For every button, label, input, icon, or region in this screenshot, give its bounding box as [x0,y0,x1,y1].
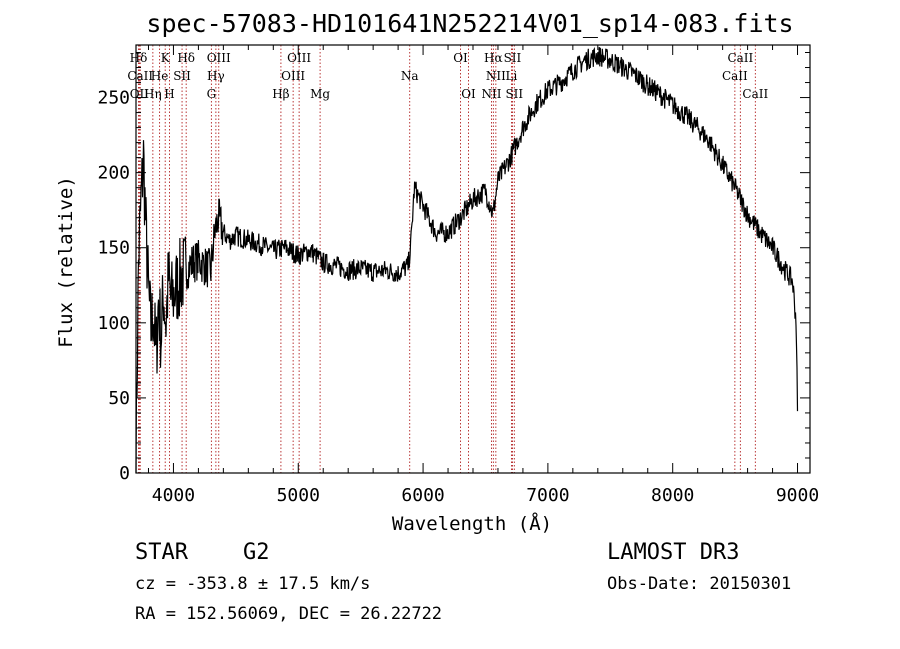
survey-name: LAMOST DR3 [607,540,739,565]
spectral-line-markers [138,45,756,473]
y-tick-label-0: 0 [119,463,130,484]
spectrum-line [135,46,799,474]
plot-frame [135,44,811,474]
line-label-26: CaII [727,51,753,65]
x-tick-label-4: 8000 [651,485,694,506]
x-axis-label: Wavelength (Å) [392,512,552,535]
line-label-11: OIII [207,51,231,65]
y-axis-label: Flux (relative) [55,176,77,348]
x-tick-label-1: 5000 [277,485,320,506]
line-label-22: SII [504,51,522,65]
line-label-9: Hγ [207,69,225,83]
y-tick-label-5: 250 [97,88,130,109]
y-tick-label-4: 200 [97,163,130,184]
line-label-25: CaII [722,69,748,83]
line-label-3: Hη [144,87,162,101]
x-axis-ticks: 4000 5000 6000 7000 8000 9000 [147,45,819,506]
line-label-24: SII [505,87,523,101]
line-label-4: He [151,69,169,83]
line-label-13: OIII [281,69,305,83]
spectral-line-labels: HδCaIIOIIHηHeKHSIIHδHγGOIIIHβOIIIOIIIMgN… [127,51,768,101]
line-label-10: G [207,87,217,101]
chart-title: spec-57083-HD101641N252214V01_sp14-083.f… [146,9,793,38]
x-tick-label-3: 7000 [526,485,569,506]
line-label-20: Hα [484,51,503,65]
line-label-18: OI [461,87,476,101]
line-label-8: Hδ [177,51,195,65]
line-label-14: OIII [287,51,311,65]
line-label-27: CaII [742,87,768,101]
line-label-12: Hβ [272,87,289,101]
line-label-23: Li [506,69,518,83]
line-label-0: Hδ [130,51,148,65]
line-label-15: Mg [310,87,330,101]
coordinates: RA = 152.56069, DEC = 26.22722 [135,604,442,624]
line-label-21: NII [486,69,506,83]
line-label-7: SII [173,69,191,83]
object-class: STAR [135,540,189,565]
line-label-17: OI [453,51,468,65]
x-tick-label-5: 9000 [776,485,819,506]
y-tick-label-3: 150 [97,238,130,259]
x-tick-label-2: 6000 [401,485,444,506]
object-subclass: G2 [243,540,270,565]
y-tick-label-1: 50 [108,388,130,409]
x-tick-label-0: 4000 [152,485,195,506]
line-label-19: NII [481,87,501,101]
line-label-6: H [164,87,174,101]
redshift-velocity: cz = -353.8 ± 17.5 km/s [135,574,370,594]
y-axis-ticks: 0 50 100 150 200 250 [97,52,810,484]
line-label-1: CaII [127,69,153,83]
y-tick-label-2: 100 [97,313,130,334]
observation-date: Obs-Date: 20150301 [607,574,791,594]
line-label-16: Na [401,69,419,83]
line-label-5: K [161,51,171,65]
